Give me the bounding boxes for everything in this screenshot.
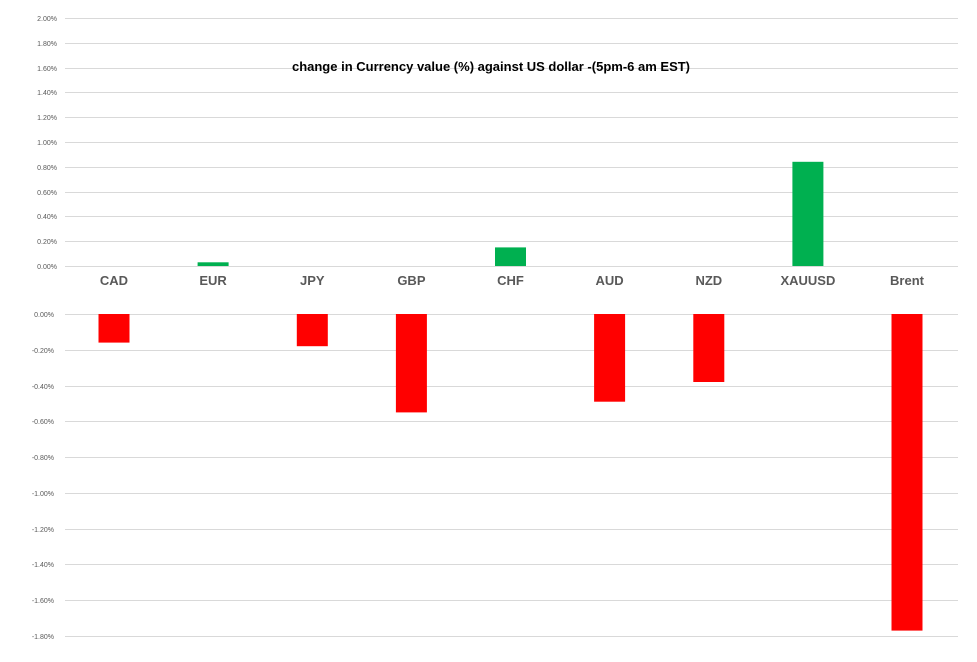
y-tick-label: -1.00% — [32, 491, 54, 498]
y-tick-label: 1.20% — [37, 115, 57, 122]
category-labels: CAD EUR JPY GBP CHF AUD NZD XAUUSD Brent — [100, 273, 925, 288]
category-label: AUD — [596, 273, 624, 288]
y-tick-label: -0.20% — [32, 348, 54, 355]
y-tick-label: -0.40% — [32, 384, 54, 391]
bar-aud — [594, 314, 626, 402]
bar-xauusd — [792, 161, 824, 266]
lower-panel-gridlines — [65, 314, 958, 637]
y-tick-label: 0.80% — [37, 165, 57, 172]
y-tick-label: 1.00% — [37, 140, 57, 147]
category-label: GBP — [397, 273, 426, 288]
bar-brent — [891, 314, 923, 631]
y-tick-label: -0.60% — [32, 419, 54, 426]
y-tick-label: 2.00% — [37, 16, 57, 23]
lower-panel-y-ticks: 0.00% -0.20% -0.40% -0.60% -0.80% -1.00% -1.20… — [32, 312, 54, 641]
y-tick-label: 0.20% — [37, 239, 57, 246]
y-tick-label: -1.20% — [32, 527, 54, 534]
bar-series — [98, 161, 923, 631]
y-tick-label: 0.00% — [34, 312, 54, 319]
bar-cad — [98, 314, 130, 343]
y-tick-label: 0.00% — [37, 264, 57, 271]
category-label: CHF — [497, 273, 524, 288]
category-label: XAUUSD — [780, 273, 835, 288]
y-tick-label: 0.60% — [37, 190, 57, 197]
category-label: JPY — [300, 273, 325, 288]
bar-chf — [495, 247, 526, 266]
y-tick-label: 1.40% — [37, 90, 57, 97]
bar-jpy — [296, 314, 328, 347]
y-tick-label: 1.80% — [37, 41, 57, 48]
bar-eur — [197, 262, 229, 266]
upper-panel-y-ticks: 2.00% 1.80% 1.60% 1.40% 1.20% 1.00% 0.80% 0.60%… — [37, 16, 57, 271]
y-tick-label: -1.80% — [32, 634, 54, 641]
bar-gbp — [395, 314, 427, 413]
bar-nzd — [693, 314, 725, 382]
y-tick-label: -1.60% — [32, 598, 54, 605]
chart-title: change in Currency value (%) against US … — [292, 59, 690, 74]
category-label: EUR — [199, 273, 227, 288]
y-tick-label: 0.40% — [37, 214, 57, 221]
category-label: Brent — [890, 273, 925, 288]
upper-panel-gridlines — [65, 18, 958, 267]
y-tick-label: -0.80% — [32, 455, 54, 462]
category-label: NZD — [695, 273, 722, 288]
y-tick-label: 1.60% — [37, 66, 57, 73]
category-label: CAD — [100, 273, 128, 288]
y-tick-label: -1.40% — [32, 562, 54, 569]
